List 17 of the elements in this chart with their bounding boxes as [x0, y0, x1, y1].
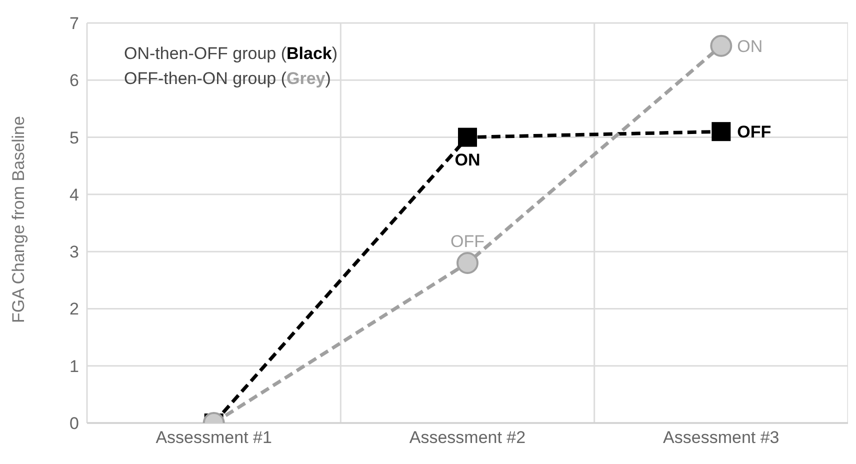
x-tick-label: Assessment #3 [663, 428, 780, 448]
annotation: OFF [737, 122, 772, 142]
y-axis-title: FGA Change from Baseline [9, 116, 28, 323]
y-tick-label: 0 [70, 414, 79, 434]
annotation: OFF [450, 232, 484, 251]
y-tick-label: 2 [70, 300, 79, 319]
y-tick-label: 1 [70, 356, 79, 376]
group-key-note: ON-then-OFF group (Black) OFF-then-ON group (Grey) [124, 43, 338, 90]
annotation: ON [737, 36, 763, 56]
y-tick-label: 5 [70, 128, 79, 148]
x-tick-label: Assessment #1 [156, 428, 272, 448]
y-tick-label: 6 [70, 71, 79, 90]
x-tick-label: Assessment #2 [409, 428, 526, 448]
y-tick-label: 7 [70, 14, 79, 34]
annotation: ON [454, 150, 480, 170]
y-tick-label: 3 [70, 242, 79, 262]
y-tick-label: 4 [70, 185, 79, 204]
